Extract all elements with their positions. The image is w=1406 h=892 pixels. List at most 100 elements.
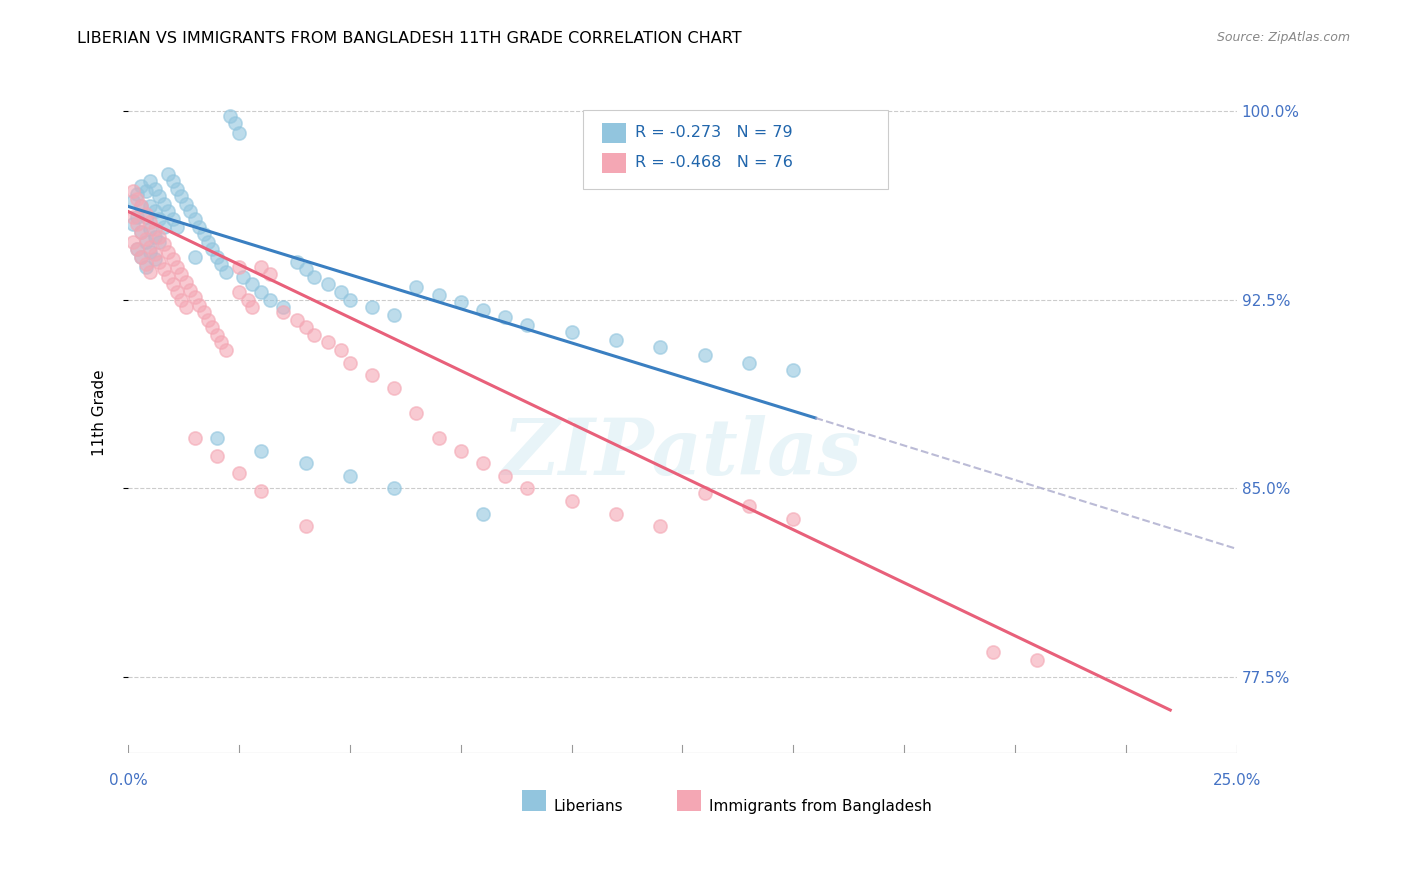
Point (143, 222, 166, 236)
Point (143, 247, 166, 261)
Point (250, 483, 273, 498)
Point (162, 212, 184, 227)
Point (157, 244, 180, 259)
Point (143, 252, 166, 267)
Point (179, 204, 201, 219)
Point (152, 197, 174, 211)
Point (143, 204, 166, 219)
Point (121, 210, 143, 224)
Point (316, 335, 339, 350)
Point (148, 255, 170, 269)
Point (125, 242, 148, 256)
Point (166, 219, 188, 234)
Point (162, 277, 184, 292)
Point (188, 298, 211, 312)
Point (121, 184, 143, 198)
Point (259, 268, 281, 282)
Point (339, 468, 361, 483)
Point (174, 300, 197, 314)
Point (131, 225, 153, 239)
Point (139, 174, 162, 188)
Text: 0.0%: 0.0% (108, 773, 148, 788)
FancyBboxPatch shape (582, 111, 887, 188)
Point (450, 295, 472, 310)
Point (494, 310, 516, 325)
Point (201, 242, 224, 256)
Point (228, 127, 250, 141)
Point (516, 318, 538, 332)
Point (131, 179, 153, 194)
Point (201, 320, 224, 334)
Point (125, 217, 148, 231)
Point (405, 406, 427, 420)
Point (139, 240, 162, 254)
Point (981, 645, 1004, 659)
Text: ZIPatlas: ZIPatlas (503, 416, 862, 492)
Point (228, 285, 250, 299)
Point (450, 443, 472, 458)
Point (139, 199, 162, 213)
Point (273, 305, 295, 319)
Point (170, 189, 193, 203)
Point (250, 443, 273, 458)
Point (135, 232, 157, 246)
Point (205, 327, 228, 342)
Point (121, 217, 143, 231)
Point (382, 308, 405, 322)
Point (121, 194, 143, 209)
Point (188, 219, 211, 234)
Point (121, 235, 143, 249)
Text: Immigrants from Bangladesh: Immigrants from Bangladesh (709, 799, 932, 814)
Point (339, 355, 361, 369)
Point (605, 507, 627, 521)
Point (131, 250, 153, 264)
Point (382, 381, 405, 395)
Point (166, 182, 188, 196)
Point (197, 312, 219, 326)
Point (304, 269, 326, 284)
Point (139, 222, 162, 236)
Point (228, 467, 250, 481)
Point (139, 214, 162, 228)
Point (294, 262, 316, 277)
Point (166, 260, 188, 274)
Point (561, 494, 583, 508)
Point (197, 235, 219, 249)
Point (193, 227, 215, 241)
Point (162, 174, 184, 188)
Point (516, 482, 538, 496)
Text: R = -0.468   N = 76: R = -0.468 N = 76 (634, 155, 793, 170)
Point (782, 511, 804, 525)
Point (170, 268, 193, 282)
Point (209, 335, 232, 350)
Point (157, 269, 180, 284)
Point (166, 285, 188, 299)
Point (135, 207, 157, 221)
Point (193, 305, 215, 319)
Point (285, 255, 308, 269)
Point (125, 192, 148, 206)
Point (250, 260, 273, 274)
Y-axis label: 11th Grade: 11th Grade (93, 369, 107, 456)
Point (738, 355, 761, 369)
Text: 25.0%: 25.0% (1212, 773, 1261, 788)
Point (143, 182, 166, 196)
Point (135, 260, 157, 274)
Point (240, 277, 263, 292)
Point (316, 277, 339, 292)
Point (148, 229, 170, 244)
Point (250, 285, 273, 299)
FancyBboxPatch shape (522, 790, 546, 811)
Point (361, 368, 384, 383)
Point (494, 468, 516, 483)
Point (259, 293, 281, 307)
Point (219, 109, 242, 123)
Point (157, 167, 180, 181)
Point (135, 210, 157, 224)
Point (294, 519, 316, 533)
FancyBboxPatch shape (676, 790, 702, 811)
Point (135, 184, 157, 198)
Point (205, 449, 228, 463)
Point (174, 197, 197, 211)
FancyBboxPatch shape (602, 153, 626, 173)
